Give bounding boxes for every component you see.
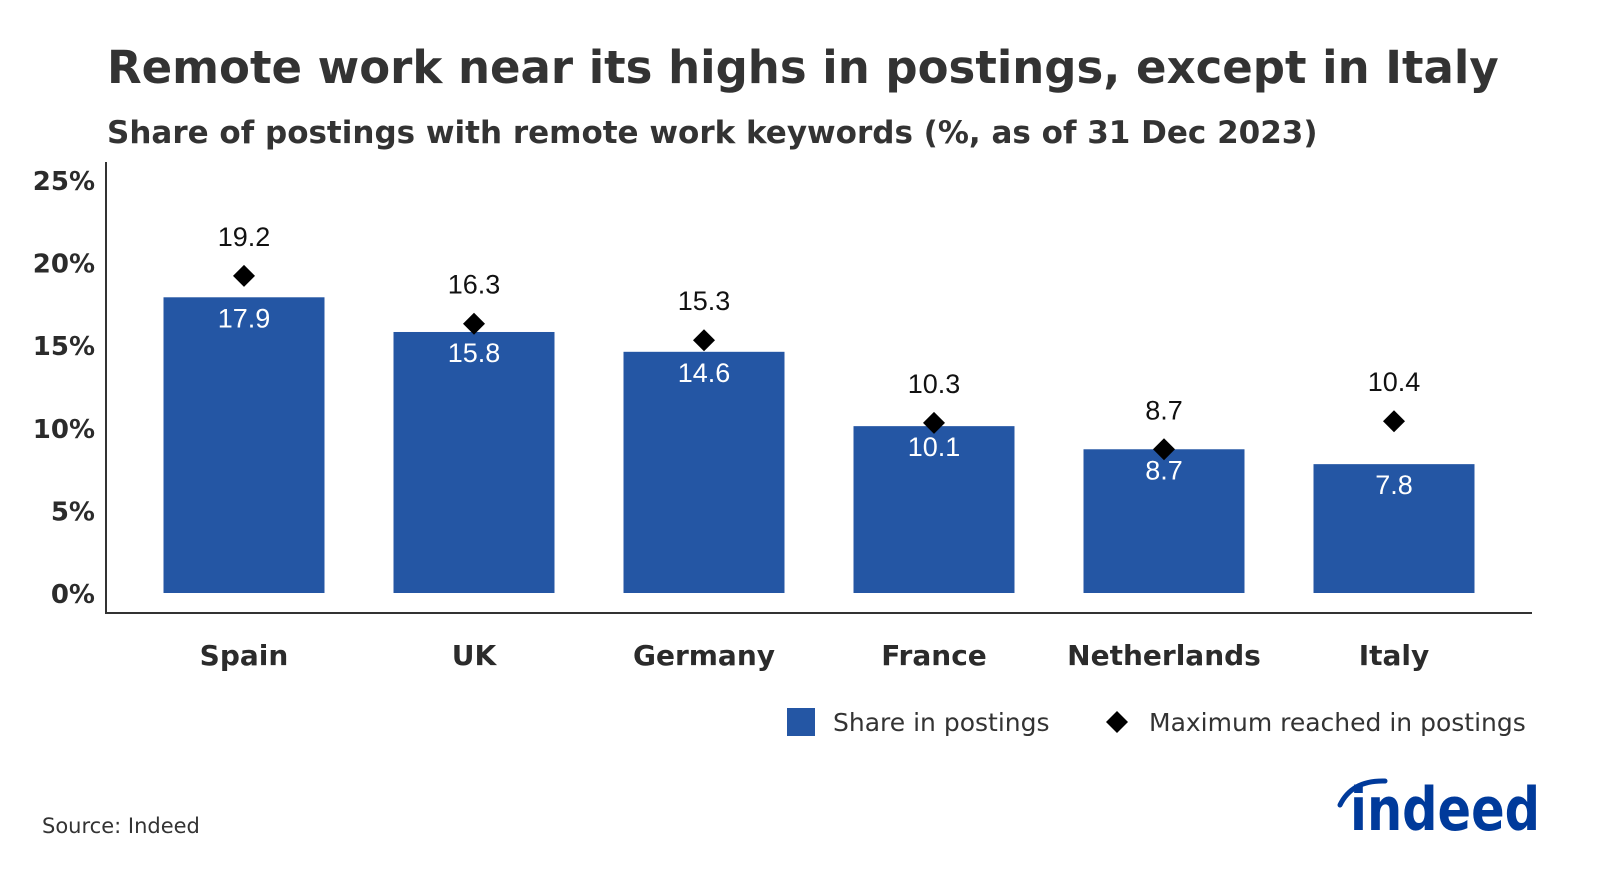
x-tick-label: France <box>881 639 987 672</box>
max-marker-italy <box>1383 410 1405 433</box>
bar-value-label: 17.9 <box>218 303 271 333</box>
y-tick-label: 25% <box>33 167 95 197</box>
bar-uk <box>393 331 555 593</box>
bar-value-label: 10.1 <box>908 432 961 462</box>
bar-value-label: 14.6 <box>678 358 731 388</box>
legend-label-maximum: Maximum reached in postings <box>1149 708 1526 737</box>
legend-diamond-icon <box>1106 711 1128 733</box>
bar-italy <box>1313 464 1475 593</box>
y-tick-label: 5% <box>51 497 95 527</box>
max-value-label: 10.3 <box>908 369 961 399</box>
x-tick-label: Netherlands <box>1067 639 1261 672</box>
bars: 17.9 15.8 14.6 10.1 8.7 7.8 <box>163 297 1475 593</box>
legend: Share in postings Maximum reached in pos… <box>787 708 1526 737</box>
bar-spain <box>163 297 325 593</box>
x-tick-label: Germany <box>633 639 775 672</box>
legend-label-share: Share in postings <box>833 708 1050 737</box>
max-value-label: 16.3 <box>448 270 501 300</box>
max-marker-france <box>923 411 945 434</box>
source-note: Source: Indeed <box>42 814 200 838</box>
bar-value-label: 15.8 <box>448 338 501 368</box>
y-tick-label: 10% <box>33 415 95 445</box>
max-value-label: 8.7 <box>1145 395 1183 425</box>
x-tick-label: Italy <box>1359 639 1430 672</box>
max-marker-germany <box>693 329 715 352</box>
max-value-label: 15.3 <box>678 286 731 316</box>
x-tick-label: Spain <box>200 639 289 672</box>
y-tick-label: 15% <box>33 332 95 362</box>
y-tick-label: 20% <box>33 250 95 280</box>
bar-france <box>853 426 1015 593</box>
bar-germany <box>623 351 785 593</box>
y-axis-ticks: 0% 5% 10% 15% 20% 25% <box>33 167 95 610</box>
y-tick-label: 0% <box>51 580 95 610</box>
max-value-label: 10.4 <box>1368 367 1421 397</box>
legend-bar-swatch <box>787 708 815 736</box>
x-tick-label: UK <box>452 639 498 672</box>
max-marker-spain <box>233 264 255 287</box>
max-marker-uk <box>463 312 485 335</box>
max-markers: 19.2 16.3 15.3 10.3 8.7 10.4 <box>218 222 1421 461</box>
bar-netherlands <box>1083 449 1245 593</box>
chart-subtitle: Share of postings with remote work keywo… <box>107 115 1318 151</box>
max-marker-netherlands <box>1153 438 1175 461</box>
bar-value-label: 7.8 <box>1375 470 1413 500</box>
x-axis-ticks: Spain UK Germany France Netherlands Italy <box>200 639 1430 672</box>
chart-title: Remote work near its highs in postings, … <box>107 41 1499 94</box>
max-value-label: 19.2 <box>218 222 271 252</box>
svg-text:indeed: indeed <box>1350 775 1540 845</box>
indeed-logo: indeed <box>1337 775 1540 845</box>
